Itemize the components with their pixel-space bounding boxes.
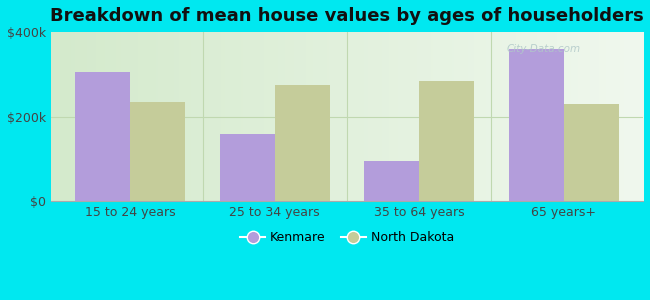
Bar (564, 104, 619, 201)
Legend: Kenmare, North Dakota: Kenmare, North Dakota (235, 226, 459, 249)
Bar (220, 134, 275, 201)
Text: City-Data.com: City-Data.com (507, 44, 581, 54)
Title: Breakdown of mean house values by ages of householders: Breakdown of mean house values by ages o… (50, 7, 644, 25)
Bar (275, 85, 330, 201)
Bar (419, 81, 474, 201)
Bar (364, 161, 419, 201)
Bar (509, 49, 564, 201)
Bar (131, 102, 185, 201)
Bar (75, 72, 131, 201)
